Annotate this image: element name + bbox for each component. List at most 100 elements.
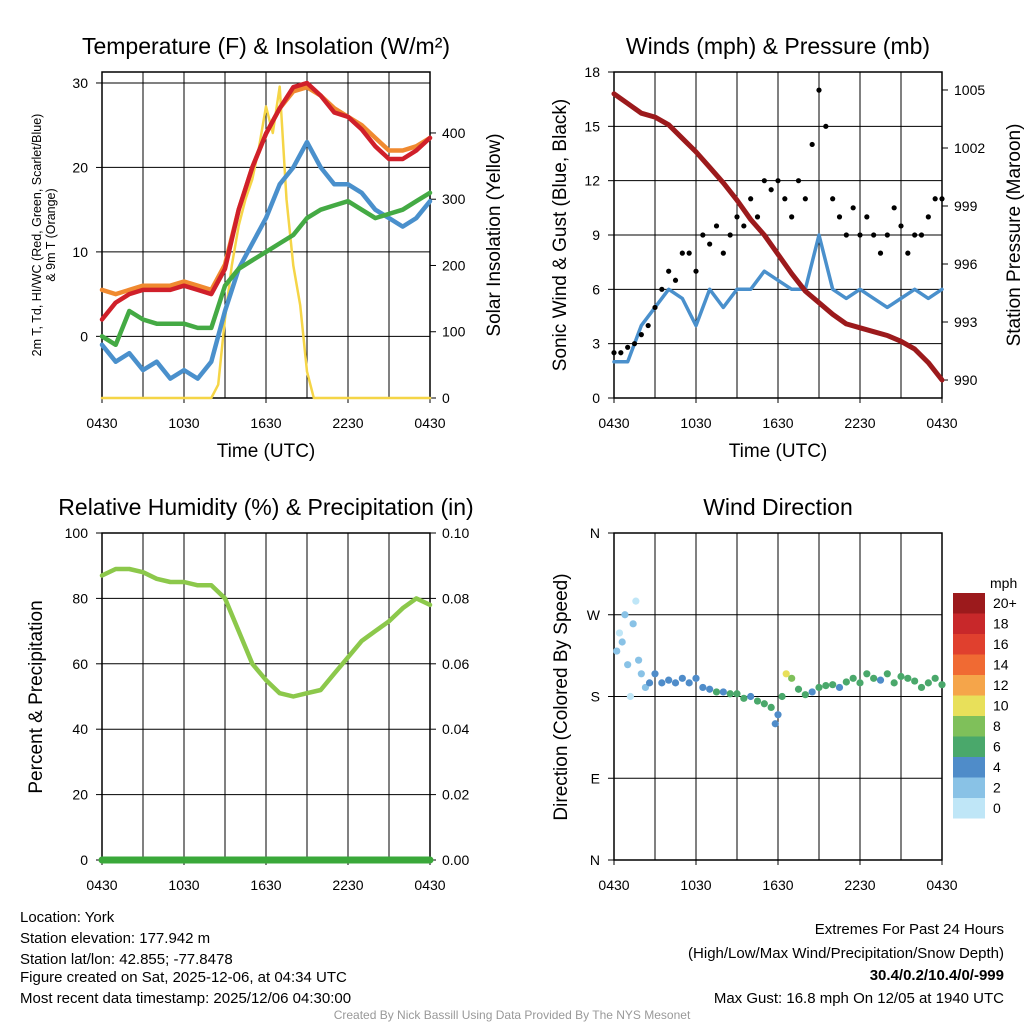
- pressure-line: [611, 91, 945, 383]
- gust-point: [625, 344, 631, 350]
- y-right-tick-label: 0.10: [442, 525, 469, 541]
- y-right-tick-label: 0.00: [442, 852, 469, 868]
- direction-point: [658, 679, 666, 687]
- direction-point: [842, 678, 850, 686]
- y-right-tick-label: 0.04: [442, 721, 469, 737]
- y-tick-label: W: [587, 607, 601, 623]
- footer-latlon: Station lat/lon: 42.855; -77.8478: [20, 951, 233, 968]
- gust-point: [638, 332, 644, 338]
- series-line-td: [99, 139, 433, 381]
- colorbar-label: 10: [993, 698, 1009, 714]
- direction-point: [733, 690, 741, 698]
- direction-point: [760, 700, 768, 708]
- y-tick-label: 0: [592, 390, 600, 406]
- direction-point: [712, 688, 721, 696]
- gust-point: [884, 232, 890, 238]
- y-tick-label: 15: [584, 118, 600, 134]
- y-tick-label: 6: [592, 281, 600, 297]
- gust-point: [871, 232, 877, 238]
- direction-point: [699, 683, 707, 692]
- x-axis-label: Time (UTC): [217, 441, 316, 462]
- colorbar-swatch: [953, 613, 985, 634]
- gust-point: [707, 241, 713, 247]
- y-tick-label: N: [590, 852, 600, 868]
- gust-point: [857, 232, 863, 238]
- direction-point: [613, 647, 621, 655]
- y-axis-label-line2: & 9m T (Orange): [44, 188, 58, 281]
- gust-point: [864, 214, 870, 220]
- colorbar-label: 14: [993, 657, 1009, 673]
- colorbar-swatch: [953, 593, 985, 614]
- gust-point: [672, 277, 679, 283]
- max-gust: Max Gust: 16.8 mph On 12/05 at 1940 UTC: [714, 990, 1004, 1007]
- y-axis-label: Direction (Colored By Speed): [551, 573, 572, 820]
- panel-2: 0430 1030 1630 2230 0430 Relative Humidity (%…: [26, 494, 474, 893]
- colorbar-swatch: [953, 757, 985, 778]
- y-tick-label: 0: [80, 328, 88, 344]
- series-line-2m-t: [99, 80, 433, 322]
- direction-point: [815, 683, 823, 692]
- gust-point: [891, 205, 897, 211]
- colorbar-label: 2: [993, 780, 1001, 796]
- direction-point: [767, 703, 775, 712]
- humidity-line: [99, 566, 433, 699]
- direction-point: [665, 676, 673, 684]
- direction-point: [849, 674, 857, 682]
- x-tick-label: 2230: [844, 877, 875, 893]
- gust-point: [666, 268, 672, 274]
- y-axis-label: Sonic Wind & Gust (Blue, Black): [550, 99, 571, 371]
- gust-point: [659, 286, 665, 292]
- y-right-axis-label: Station Pressure (Maroon): [1004, 124, 1024, 347]
- gust-point: [782, 196, 788, 202]
- credit-text: Created By Nick Bassill Using Data Provi…: [334, 1008, 691, 1022]
- colorbar-label: 4: [993, 759, 1001, 775]
- x-tick-label: 0430: [598, 415, 629, 431]
- colorbar-swatch: [953, 736, 985, 757]
- footer-recent: Most recent data timestamp: 2025/12/06 0…: [20, 990, 351, 1007]
- direction-point: [753, 697, 762, 705]
- direction-point: [618, 638, 626, 646]
- direction-point: [637, 670, 645, 678]
- panel-title: Winds (mph) & Pressure (mb): [626, 33, 930, 59]
- gust-point: [748, 196, 754, 202]
- x-tick-label: 1030: [168, 415, 199, 431]
- direction-point: [835, 683, 844, 692]
- direction-point: [632, 597, 640, 605]
- panel-title: Relative Humidity (%) & Precipitation (i…: [58, 494, 473, 520]
- gust-point: [754, 214, 761, 220]
- gust-point: [830, 196, 836, 202]
- gust-point: [700, 232, 706, 238]
- x-tick-label: 0430: [926, 415, 957, 431]
- colorbar-label: 0: [993, 800, 1001, 816]
- gust-point: [877, 250, 884, 256]
- x-tick-label: 0430: [926, 877, 957, 893]
- direction-point: [870, 674, 878, 682]
- colorbar-swatch: [953, 716, 985, 737]
- gust-point: [679, 250, 685, 256]
- extremes-title: Extremes For Past 24 Hours: [815, 921, 1004, 938]
- gust-point: [802, 196, 808, 202]
- y-tick-label: S: [591, 689, 600, 705]
- direction-point: [621, 611, 629, 619]
- colorbar-label: 12: [993, 677, 1009, 693]
- panel-3: 0430 1030 1630 2230 0430 Wind Direction N E S W N D…: [551, 494, 1017, 893]
- gust-point: [720, 250, 726, 256]
- colorbar-label: 20+: [993, 595, 1017, 611]
- x-tick-label: 1630: [762, 877, 793, 893]
- colorbar-swatch: [953, 675, 985, 696]
- colorbar-swatch: [953, 654, 985, 675]
- y-axis-label-line1: 2m T, Td, HI/WC (Red, Green, Scarlet/Blu…: [30, 114, 44, 357]
- y-right-tick-label: 100: [442, 324, 466, 340]
- panel-title: Temperature (F) & Insolation (W/m²): [82, 33, 450, 59]
- x-tick-label: 0430: [86, 415, 117, 431]
- x-tick-label: 1630: [250, 877, 281, 893]
- footer-location: Location: York: [20, 909, 115, 926]
- colorbar-swatch: [953, 695, 985, 716]
- gust-point: [652, 304, 658, 311]
- y-right-tick-label: 1005: [954, 82, 985, 98]
- gust-point: [843, 232, 849, 238]
- direction-point: [706, 685, 714, 693]
- gust-point: [761, 178, 767, 184]
